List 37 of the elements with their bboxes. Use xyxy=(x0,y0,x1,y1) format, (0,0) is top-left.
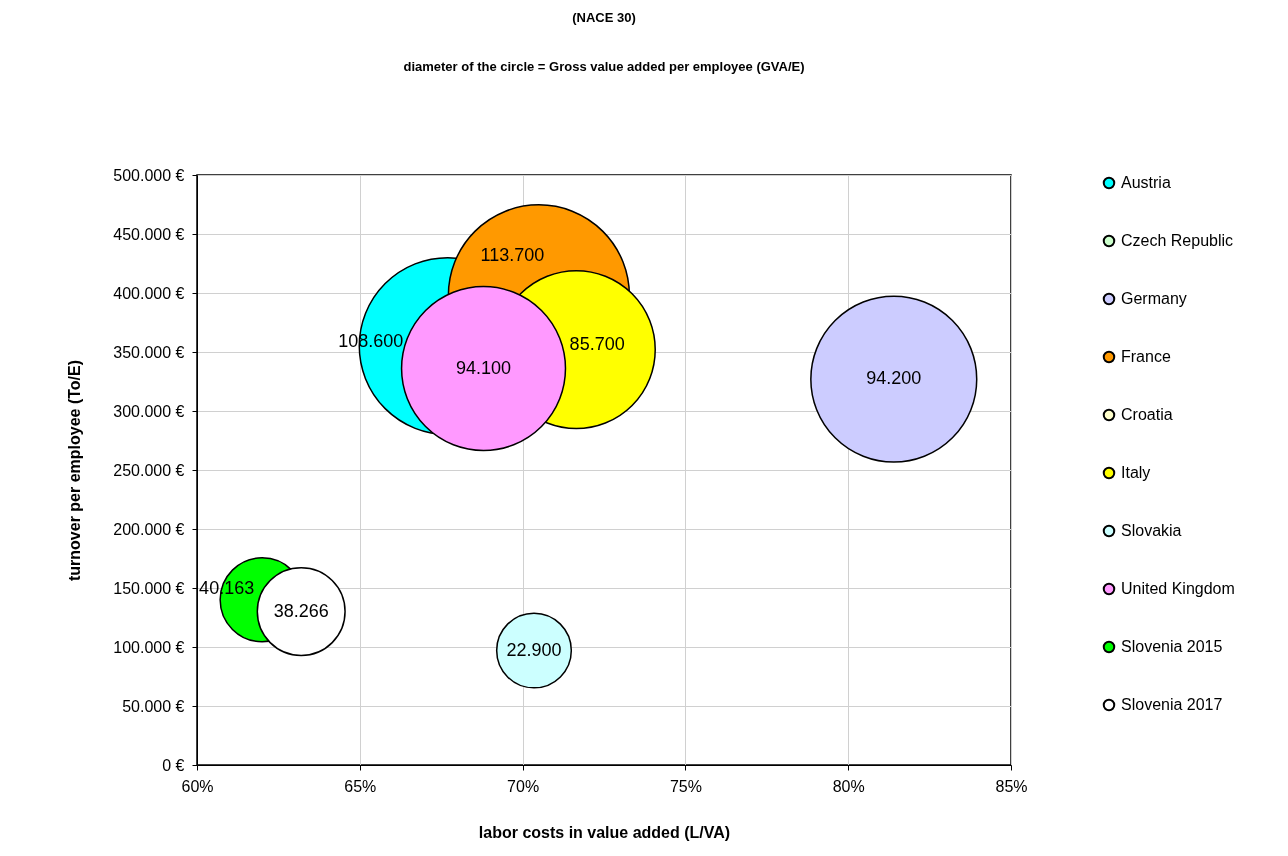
legend-label: France xyxy=(1121,348,1171,365)
y-tick-label: 50.000 € xyxy=(122,697,185,715)
chart-subtitle: diameter of the circle = Gross value added per employee (GVA/E) xyxy=(403,59,805,74)
legend-label: Slovakia xyxy=(1121,522,1182,539)
annotation: 38.266 xyxy=(273,600,329,621)
y-tick-label: 400.000 € xyxy=(113,284,185,302)
x-axis-title: labor costs in value added (L/VA) xyxy=(478,823,731,841)
y-tick-label: 150.000 € xyxy=(113,579,185,597)
legend-label: Germany xyxy=(1121,290,1187,307)
legend-label: Austria xyxy=(1121,174,1171,191)
y-tick-label: 300.000 € xyxy=(113,402,185,420)
y-tick-label: 350.000 € xyxy=(113,343,185,361)
legend-label: Croatia xyxy=(1121,406,1173,423)
legend-label: United Kingdom xyxy=(1121,580,1235,597)
annotation: 113.700 xyxy=(480,245,545,266)
x-tick-label: 65% xyxy=(344,777,377,795)
x-tick-label: 60% xyxy=(181,777,214,795)
annotation: 85.700 xyxy=(569,334,625,355)
legend-label: Slovenia 2017 xyxy=(1121,696,1223,713)
chart-title: (NACE 30) xyxy=(572,10,636,25)
y-tick-label: 0 € xyxy=(162,756,185,774)
legend-label: Slovenia 2015 xyxy=(1121,638,1223,655)
x-tick-label: 80% xyxy=(832,777,865,795)
x-tick-label: 70% xyxy=(507,777,540,795)
y-tick-label: 500.000 € xyxy=(113,166,185,184)
annotation: 94.200 xyxy=(866,368,922,389)
y-tick-label: 100.000 € xyxy=(113,638,185,656)
legend-label: Czech Republic xyxy=(1121,232,1234,249)
x-tick-label: 75% xyxy=(669,777,702,795)
y-tick-label: 250.000 € xyxy=(113,461,185,479)
y-tick-label: 200.000 € xyxy=(113,520,185,538)
annotation: 94.100 xyxy=(456,357,512,378)
y-tick-label: 450.000 € xyxy=(113,225,185,243)
legend-label: Italy xyxy=(1121,464,1151,481)
x-tick-label: 85% xyxy=(995,777,1028,795)
y-axis-title: turnover per employee (To/E) xyxy=(66,359,84,582)
annotation: 22.900 xyxy=(506,639,562,660)
